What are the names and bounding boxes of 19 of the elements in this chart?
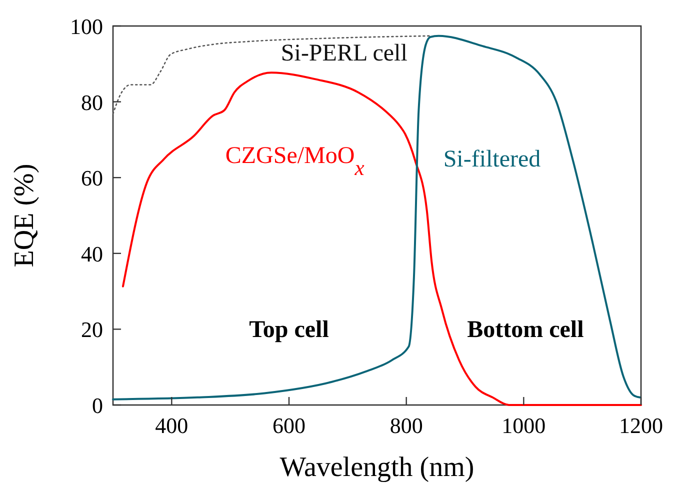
series-label: CZGSe/MoO$_{x}$ [225, 142, 365, 180]
x-tick-label: 400 [155, 413, 188, 438]
y-axis-title: EQE (%) [9, 164, 40, 268]
x-axis-title: Wavelength (nm) [280, 452, 474, 483]
y-tick-label: 100 [70, 14, 103, 39]
series-label: Si-PERL cell [280, 40, 408, 67]
y-tick-label: 40 [81, 241, 103, 266]
series-label: Si-filtered [443, 146, 541, 173]
y-tick-label: 60 [81, 166, 103, 191]
line-series [112, 35, 433, 115]
x-tick-label: 1200 [619, 413, 663, 438]
annotation: Bottom cell [467, 317, 584, 344]
y-tick-label: 0 [92, 393, 103, 418]
y-tick-label: 20 [81, 317, 103, 342]
y-tick-label: 80 [81, 90, 103, 115]
x-tick-label: 800 [390, 413, 423, 438]
x-tick-label: 600 [272, 413, 306, 438]
x-tick-label: 1000 [502, 413, 546, 438]
annotation: Top cell [249, 317, 330, 344]
